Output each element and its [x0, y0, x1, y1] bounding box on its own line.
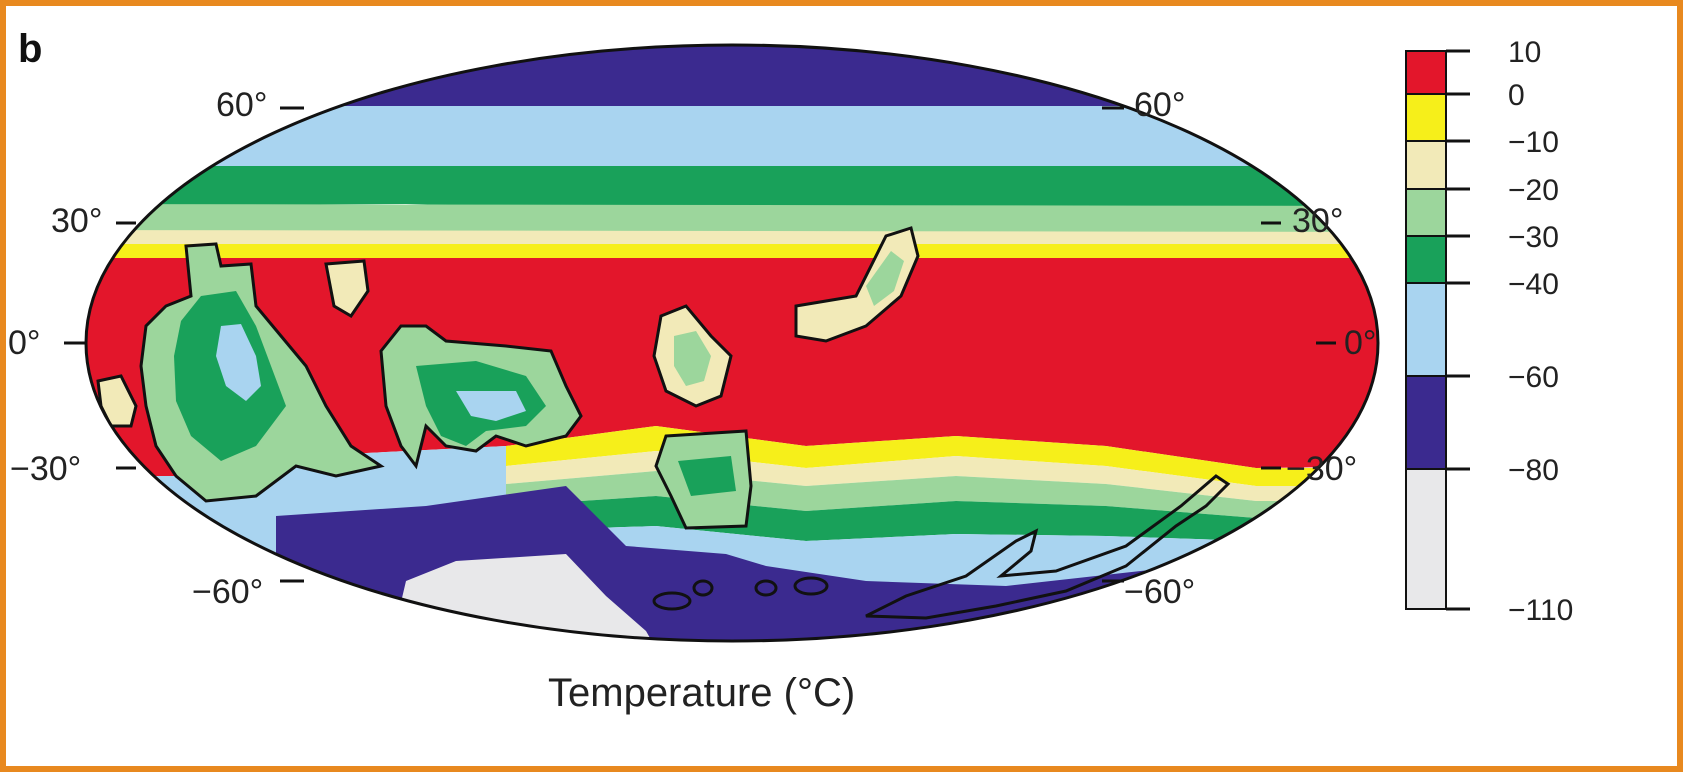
- band-north-green: [86, 166, 1378, 211]
- lat-label-left: 30°: [51, 202, 102, 240]
- continent-southeast-outline: [865, 474, 1231, 620]
- colorbar-label: −30: [1508, 221, 1559, 254]
- colorbar-label: −80: [1508, 454, 1559, 487]
- colorbar-label: −110: [1508, 594, 1573, 627]
- lat-label-left: 0°: [8, 324, 41, 362]
- lat-label-left: 60°: [216, 86, 267, 124]
- continent-west-cold-core: [216, 324, 261, 401]
- temperature-field: [86, 45, 1378, 641]
- latitude-ticks: [64, 106, 1336, 583]
- lat-label-left: −30°: [10, 450, 81, 488]
- continent-south-box-green: [678, 456, 736, 496]
- colorbar-label: 0: [1508, 79, 1525, 112]
- lat-label-right: 0°: [1344, 324, 1377, 362]
- lat-label-right: −60°: [1124, 573, 1195, 611]
- band-north-cream: [86, 230, 1378, 246]
- colorbar-label: −40: [1508, 268, 1559, 301]
- colorbar: 10 0 −10 −20 −30 −40 −60 −80 −110: [1405, 36, 1573, 627]
- islet-1: [652, 591, 692, 611]
- lat-label-right: 30°: [1292, 202, 1343, 240]
- colorbar-swatch: [1405, 93, 1447, 142]
- temperature-map-figure: b: [8, 27, 1573, 715]
- islet-3: [754, 579, 778, 597]
- panel-letter: b: [18, 27, 42, 71]
- band-north-yellow: [86, 244, 1378, 260]
- island-mid-core: [674, 331, 711, 386]
- continent-central-cold-core: [456, 391, 526, 421]
- island-northeast-core: [866, 251, 904, 306]
- colorbar-label: −20: [1508, 174, 1559, 207]
- latitude-labels: 60° 30° 0° −30° −60° 60° 30° 0° −30° −60…: [8, 86, 1377, 611]
- colorbar-label: −60: [1508, 361, 1559, 394]
- colorbar-swatch: [1405, 282, 1447, 377]
- island-north-central: [324, 259, 370, 319]
- colorbar-label: −10: [1508, 126, 1559, 159]
- figure-panel: b: [6, 6, 1677, 766]
- colorbar-swatch: [1405, 468, 1447, 610]
- islet-4: [793, 576, 829, 596]
- band-north-lightgreen: [86, 204, 1378, 236]
- colorbar-swatch: [1405, 235, 1447, 284]
- colorbar-swatch: [1405, 375, 1447, 470]
- colorbar-swatch: [1405, 140, 1447, 190]
- lat-label-right: −30°: [1286, 450, 1357, 488]
- islet-2: [692, 579, 714, 597]
- lat-label-right: 60°: [1134, 86, 1185, 124]
- colorbar-label: 10: [1508, 36, 1541, 69]
- colorbar-swatch: [1405, 188, 1447, 237]
- map-caption: Temperature (°C): [548, 671, 855, 715]
- colorbar-swatch: [1405, 50, 1447, 95]
- lat-label-left: −60°: [192, 573, 263, 611]
